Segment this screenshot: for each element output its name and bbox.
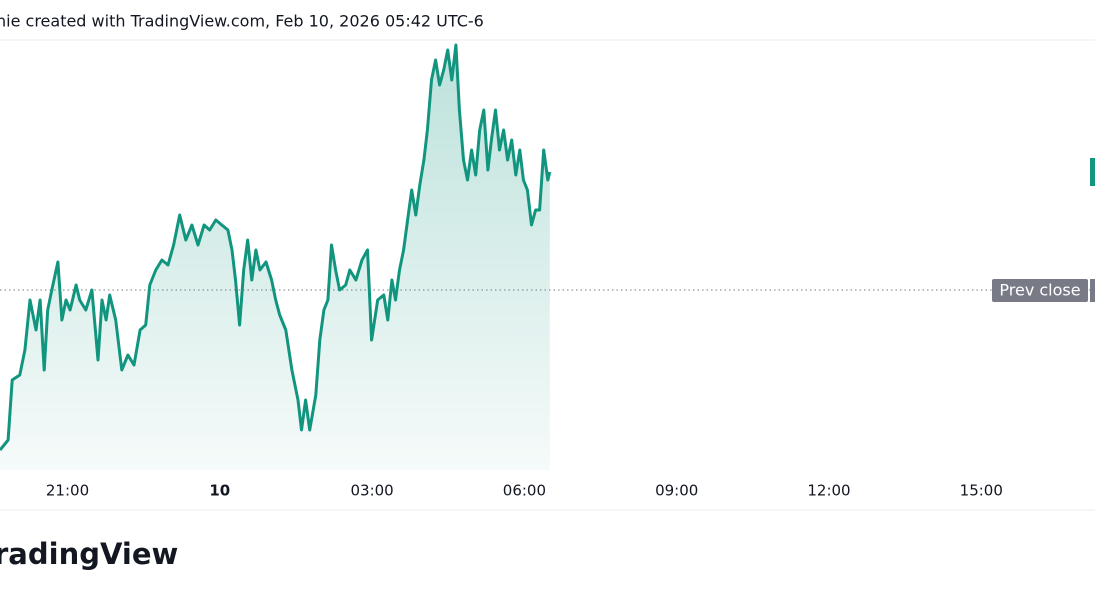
- x-tick-label: 06:00: [503, 482, 546, 500]
- area-fill: [0, 45, 550, 470]
- prev-close-label: Prev close: [999, 281, 1080, 300]
- x-tick-label: 09:00: [655, 482, 698, 500]
- prev-close-tag-edge: [1090, 279, 1095, 302]
- x-tick-label: 15:00: [960, 482, 1003, 500]
- prev-close-tag: [992, 279, 1088, 302]
- header-caption: nie created with TradingView.com, Feb 10…: [0, 12, 484, 31]
- price-line: [0, 43, 552, 451]
- x-tick-label: 10: [209, 482, 230, 500]
- last-price-tag: [1090, 158, 1095, 186]
- x-tick-label: 03:00: [350, 482, 393, 500]
- watermark: radingView: [0, 537, 178, 571]
- x-tick-label: 12:00: [807, 482, 850, 500]
- x-tick-label: 21:00: [46, 482, 89, 500]
